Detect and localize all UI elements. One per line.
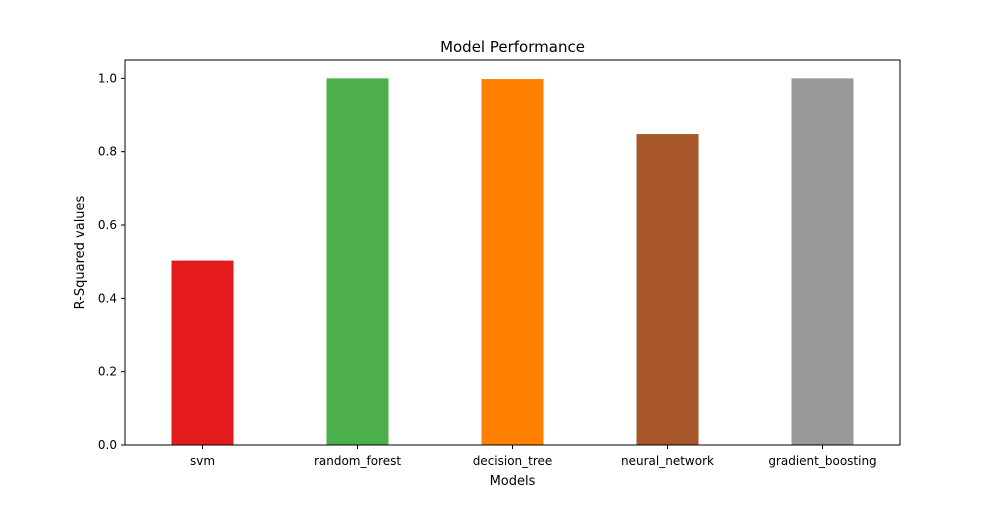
bar-neural-network [636,134,699,446]
bar-random-forest [326,78,389,445]
bar-svm [171,260,234,445]
chart-title: Model Performance [440,38,585,56]
plot-frame [124,59,901,446]
y-tick-label: 0.2 [98,365,117,379]
y-axis-label: R-Squared values [73,195,88,309]
y-tick-label: 0.0 [98,438,117,452]
y-tick-label: 0.6 [98,218,117,232]
x-tick-label: neural_network [621,454,714,468]
x-tick-label: decision_tree [473,454,553,468]
y-tick-label: 0.8 [98,145,117,159]
x-tick-label: gradient_boosting [768,454,876,468]
bar-gradient-boosting [791,78,854,445]
x-tick-label: svm [190,454,215,468]
bar-decision-tree [481,79,544,446]
bars-layer [171,78,854,446]
y-axis-ticks: 0.0 0.2 0.4 0.6 0.8 1.0 [98,71,125,452]
x-axis-ticks: svm random_forest decision_tree neural_netw… [190,445,877,468]
y-tick-label: 0.4 [98,291,117,305]
y-tick-label: 1.0 [98,71,117,85]
x-axis-label: Models [490,474,536,489]
x-tick-label: random_forest [314,454,401,468]
